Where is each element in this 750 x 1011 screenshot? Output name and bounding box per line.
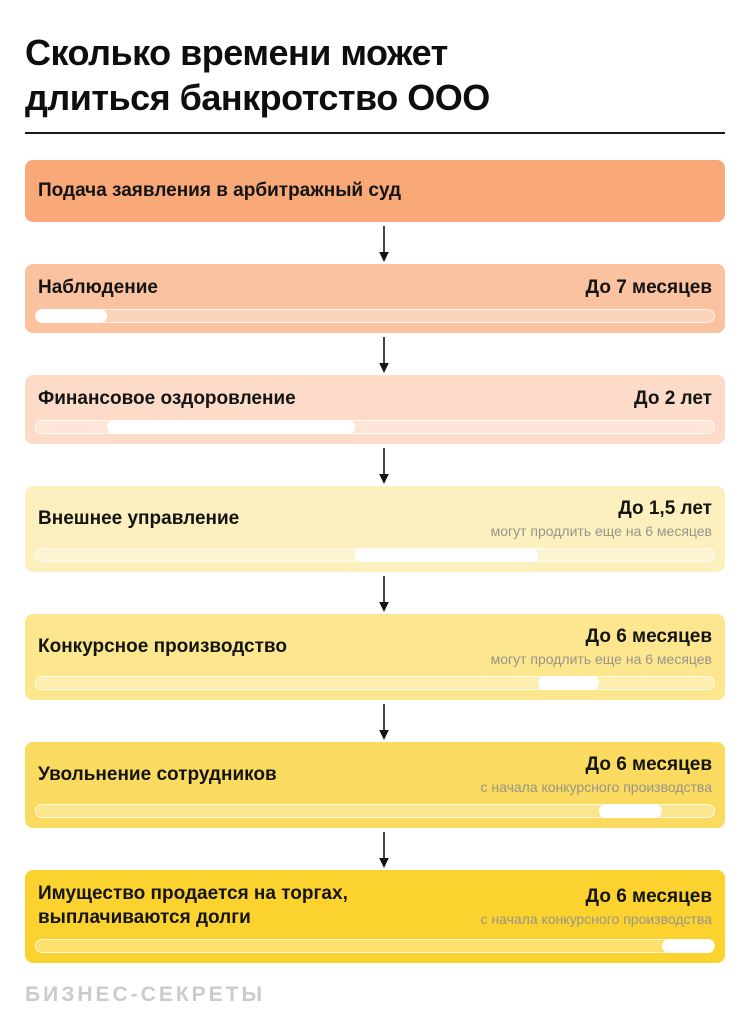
arrow-down-icon xyxy=(379,704,389,740)
stage-duration-group: До 1,5 лет могут продлить еще на 6 месяц… xyxy=(491,498,712,539)
arrow-down-icon xyxy=(379,448,389,484)
stage-block: Увольнение сотрудников До 6 месяцев с на… xyxy=(25,742,725,828)
flow-connector xyxy=(25,444,725,486)
timeline-fill xyxy=(107,420,355,434)
page-title: Сколько времени может длиться банкротств… xyxy=(25,32,490,118)
brand-logo: БИЗНЕС-СЕКРЕТЫ xyxy=(25,983,266,1006)
stage-header: Конкурсное производство До 6 месяцев мог… xyxy=(38,626,712,667)
stage-block: Внешнее управление До 1,5 лет могут прод… xyxy=(25,486,725,572)
title-divider xyxy=(25,132,725,134)
flow-connector xyxy=(25,828,725,870)
stage-duration: До 7 месяцев xyxy=(585,277,712,298)
arrow-down-icon xyxy=(379,576,389,612)
stage-note: могут продлить еще на 6 месяцев xyxy=(490,651,712,667)
timeline-fill xyxy=(598,804,662,818)
timeline-fill xyxy=(354,548,538,562)
flow-connector xyxy=(25,333,725,375)
timeline-track xyxy=(35,309,715,323)
stage-note: с начала конкурсного производства xyxy=(480,779,712,795)
stage-block: Финансовое оздоровление До 2 лет xyxy=(25,375,725,444)
stage-label: Финансовое оздоровление xyxy=(38,388,296,409)
stage-duration-group: До 6 месяцев с начала конкурсного произв… xyxy=(480,754,712,795)
stage-duration-group: До 2 лет xyxy=(634,388,712,410)
stage-header: Имущество продается на торгах, выплачива… xyxy=(38,882,712,930)
stage-duration-group: До 6 месяцев могут продлить еще на 6 мес… xyxy=(491,626,712,667)
arrow-down-icon xyxy=(379,337,389,373)
stage-header: Финансовое оздоровление До 2 лет xyxy=(38,387,712,411)
stage-duration: До 6 месяцев xyxy=(585,885,712,907)
timeline-track xyxy=(35,804,715,818)
stage-header: Подача заявления в арбитражный суд xyxy=(38,179,712,203)
timeline-track xyxy=(35,420,715,434)
stage-duration: До 6 месяцев xyxy=(585,626,712,647)
stage-duration: До 6 месяцев xyxy=(585,754,712,775)
timeline-fill xyxy=(537,676,599,690)
timeline-track xyxy=(35,548,715,562)
timeline-track xyxy=(35,939,715,953)
flow-connector xyxy=(25,222,725,264)
arrow-down-icon xyxy=(379,226,389,262)
stage-block: Конкурсное производство До 6 месяцев мог… xyxy=(25,614,725,700)
timeline-track xyxy=(35,676,715,690)
stage-header: Наблюдение До 7 месяцев xyxy=(38,276,712,300)
arrow-down-icon xyxy=(379,832,389,868)
stage-label: Имущество продается на торгах, выплачива… xyxy=(38,883,348,928)
timeline-fill xyxy=(661,939,714,953)
flow-connector xyxy=(25,700,725,742)
stage-duration-group: До 6 месяцев с начала конкурсного произв… xyxy=(480,886,712,927)
stages-flow: Подача заявления в арбитражный суд Наблю… xyxy=(25,160,725,963)
stage-block: Подача заявления в арбитражный суд xyxy=(25,160,725,222)
stage-label: Подача заявления в арбитражный суд xyxy=(38,180,402,201)
flow-connector xyxy=(25,572,725,614)
stage-duration-group: До 7 месяцев xyxy=(586,277,712,299)
stage-duration: До 1,5 лет xyxy=(618,498,712,519)
stage-label: Внешнее управление xyxy=(38,507,240,529)
stage-note: с начала конкурсного производства xyxy=(480,910,712,927)
timeline-fill xyxy=(36,309,108,323)
stage-duration: До 2 лет xyxy=(634,388,712,409)
stage-header: Увольнение сотрудников До 6 месяцев с на… xyxy=(38,754,712,795)
stage-header: Внешнее управление До 1,5 лет могут прод… xyxy=(38,498,712,539)
stage-block: Наблюдение До 7 месяцев xyxy=(25,264,725,333)
stage-note: могут продлить еще на 6 месяцев xyxy=(490,523,712,539)
stage-block: Имущество продается на торгах, выплачива… xyxy=(25,870,725,963)
stage-label: Конкурсное производство xyxy=(38,635,287,657)
stage-label: Увольнение сотрудников xyxy=(38,763,277,785)
stage-label: Наблюдение xyxy=(38,277,158,298)
